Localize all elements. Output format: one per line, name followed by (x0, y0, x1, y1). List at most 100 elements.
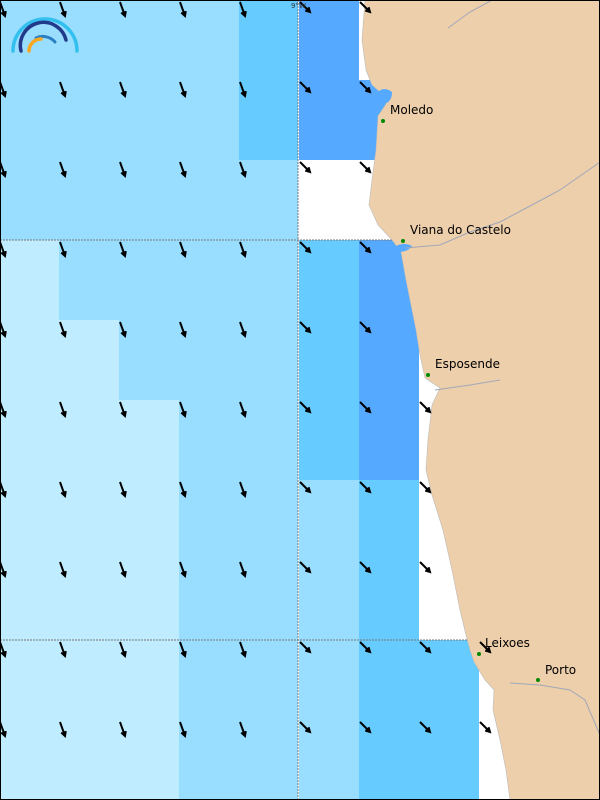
arrow-icon (359, 561, 372, 574)
arrow-icon (239, 321, 247, 338)
arrow-icon (299, 721, 312, 734)
forecast-cell (179, 480, 239, 560)
minho-estuary (377, 89, 392, 104)
forecast-cell (359, 640, 419, 720)
forecast-cell (239, 160, 298, 240)
forecast-cell (119, 240, 179, 320)
arrow-icon (359, 241, 372, 254)
forecast-cell (239, 560, 298, 640)
arrow-icon (419, 641, 432, 654)
arrow-icon (119, 721, 127, 738)
city-dot (536, 678, 540, 682)
arrow-icon (119, 161, 127, 178)
forecast-cell (0, 640, 59, 720)
forecast-cell (0, 480, 59, 560)
arrow-icon (359, 161, 372, 174)
forecast-cell (59, 160, 119, 240)
forecast-cell (0, 0, 59, 80)
arrow-icon (119, 561, 127, 578)
arrow-icon (299, 81, 312, 94)
forecast-cell (179, 0, 239, 80)
arrow-icon (179, 321, 187, 338)
arrow-icon (299, 321, 312, 334)
forecast-cell (299, 640, 359, 720)
forecast-cell (119, 320, 179, 400)
arrow-icon (179, 481, 187, 498)
forecast-cell (299, 0, 359, 80)
forecast-cell (0, 80, 59, 160)
cities: Moledo Viana do Castelo Esposende Leixoes Po… (381, 103, 576, 682)
forecast-cell (419, 720, 479, 800)
arrow-icon (179, 161, 187, 178)
forecast-cell (239, 320, 298, 400)
arrow-icon (479, 641, 492, 654)
arrow-icon (239, 401, 247, 418)
arrow-icon (239, 561, 247, 578)
arrow-icon (359, 641, 372, 654)
wave-direction-arrows (0, 1, 492, 738)
arrow-icon (59, 561, 67, 578)
city-label: Moledo (390, 103, 433, 117)
lima-estuary (396, 244, 412, 252)
arrow-icon (179, 81, 187, 98)
arrow-icon (119, 1, 127, 18)
forecast-cell (0, 720, 59, 800)
forecast-cell (59, 400, 119, 480)
arrow-icon (359, 1, 372, 14)
forecast-cell (59, 0, 119, 80)
forecast-cell (359, 400, 419, 480)
arrow-icon (359, 481, 372, 494)
arrow-icon (419, 481, 432, 494)
arrow-icon (59, 721, 67, 738)
arrow-icon (299, 161, 312, 174)
forecast-cell (239, 400, 298, 480)
forecast-cell (119, 560, 179, 640)
arrow-icon (239, 241, 247, 258)
arrow-icon (239, 161, 247, 178)
forecast-cell (239, 0, 298, 80)
forecast-cell (59, 560, 119, 640)
arrow-icon (179, 641, 187, 658)
forecast-cell (0, 560, 59, 640)
arrow-icon (179, 721, 187, 738)
city-label: Viana do Castelo (410, 223, 511, 237)
arrow-icon (419, 401, 432, 414)
arrow-icon (179, 561, 187, 578)
city-marker: Porto (536, 663, 576, 682)
forecast-cell (59, 80, 119, 160)
forecast-cell (179, 640, 239, 720)
forecast-cell (359, 720, 419, 800)
forecast-cell (119, 400, 179, 480)
arrow-icon (59, 481, 67, 498)
arrow-icon (359, 321, 372, 334)
arrow-icon (59, 81, 67, 98)
arrow-icon (359, 401, 372, 414)
forecast-cell (299, 400, 359, 480)
arrow-icon (119, 241, 127, 258)
forecast-cell (299, 720, 359, 800)
arrow-icon (419, 561, 432, 574)
arrow-icon (119, 321, 127, 338)
arrow-icon (299, 401, 312, 414)
arrow-icon (239, 641, 247, 658)
arrow-icon (59, 161, 67, 178)
forecast-cell (239, 640, 298, 720)
rivers (404, 0, 600, 736)
forecast-cells (0, 0, 479, 800)
forecast-cell (179, 400, 239, 480)
forecast-cell (179, 80, 239, 160)
arrow-icon (59, 321, 67, 338)
forecast-cell (179, 160, 239, 240)
arrow-icon (239, 721, 247, 738)
forecast-cell (299, 320, 359, 400)
arrow-icon (179, 241, 187, 258)
arrow-icon (59, 641, 67, 658)
forecast-cell (119, 720, 179, 800)
forecast-cell (359, 480, 419, 560)
forecast-cell (179, 720, 239, 800)
arrow-icon (359, 721, 372, 734)
city-marker: Leixoes (477, 636, 530, 656)
forecast-cell (239, 80, 298, 160)
arrow-icon (479, 721, 492, 734)
inland-water (377, 89, 412, 252)
